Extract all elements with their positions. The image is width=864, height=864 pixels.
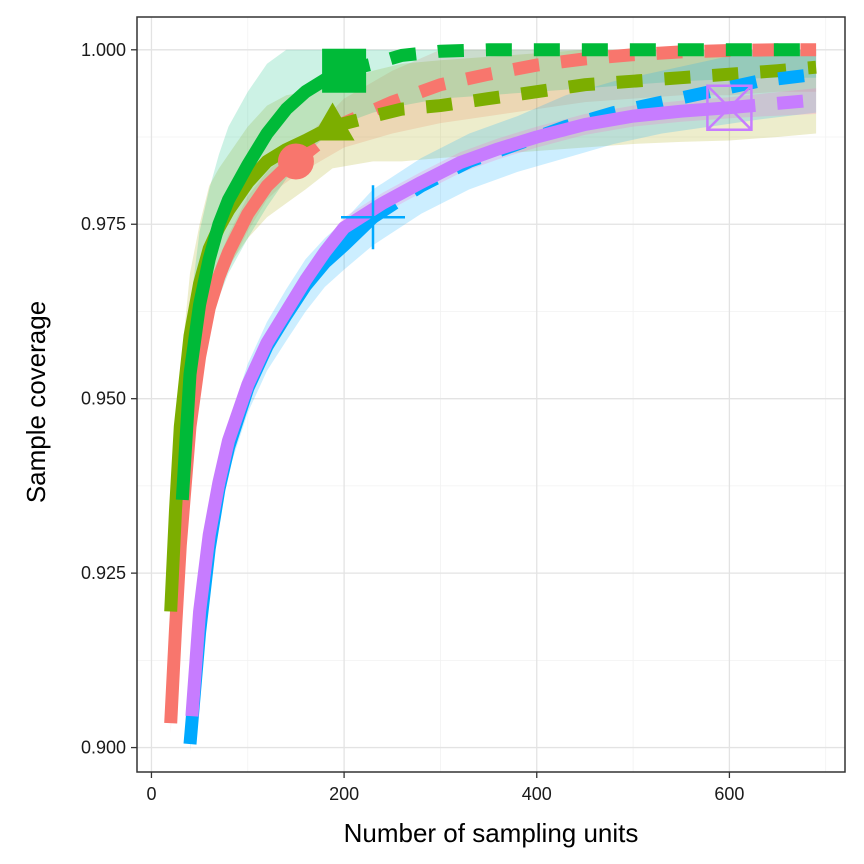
extrapolation-line	[330, 60, 817, 133]
plot-border	[136, 16, 846, 773]
interpolation-line	[185, 101, 730, 717]
observed-point-circle	[277, 143, 314, 180]
observed-point-boxed-x	[706, 84, 753, 131]
extrapolation-line	[291, 43, 817, 167]
interpolation-line	[175, 64, 347, 501]
y-axis: 0.900 0.925 0.950 0.975 1.000	[81, 40, 137, 758]
y-tick-label: 0.900	[81, 738, 126, 758]
interpolation-band	[170, 84, 333, 650]
y-tick-label: 0.975	[81, 214, 126, 234]
minor-gridlines	[137, 17, 845, 772]
y-axis-title: Sample coverage	[21, 301, 51, 503]
y-tick-label: 0.925	[81, 563, 126, 583]
x-tick-label: 400	[522, 784, 552, 804]
y-tick-label: 0.950	[81, 389, 126, 409]
x-tick-label: 0	[146, 784, 156, 804]
x-tick-label: 200	[329, 784, 359, 804]
observed-markers	[277, 48, 753, 250]
observed-point-plus	[341, 185, 405, 250]
x-tick-label: 600	[714, 784, 744, 804]
extrapolation-line	[728, 93, 817, 115]
extrapolation-line	[342, 43, 817, 78]
x-axis-title: Number of sampling units	[344, 818, 639, 848]
observed-point-triangle	[310, 102, 355, 141]
extrapolation-band	[332, 49, 817, 169]
y-tick-label: 1.000	[81, 40, 126, 60]
observed-point-square	[322, 48, 367, 93]
interpolation-band	[182, 49, 345, 560]
x-axis: 0 200 400 600	[146, 772, 744, 804]
